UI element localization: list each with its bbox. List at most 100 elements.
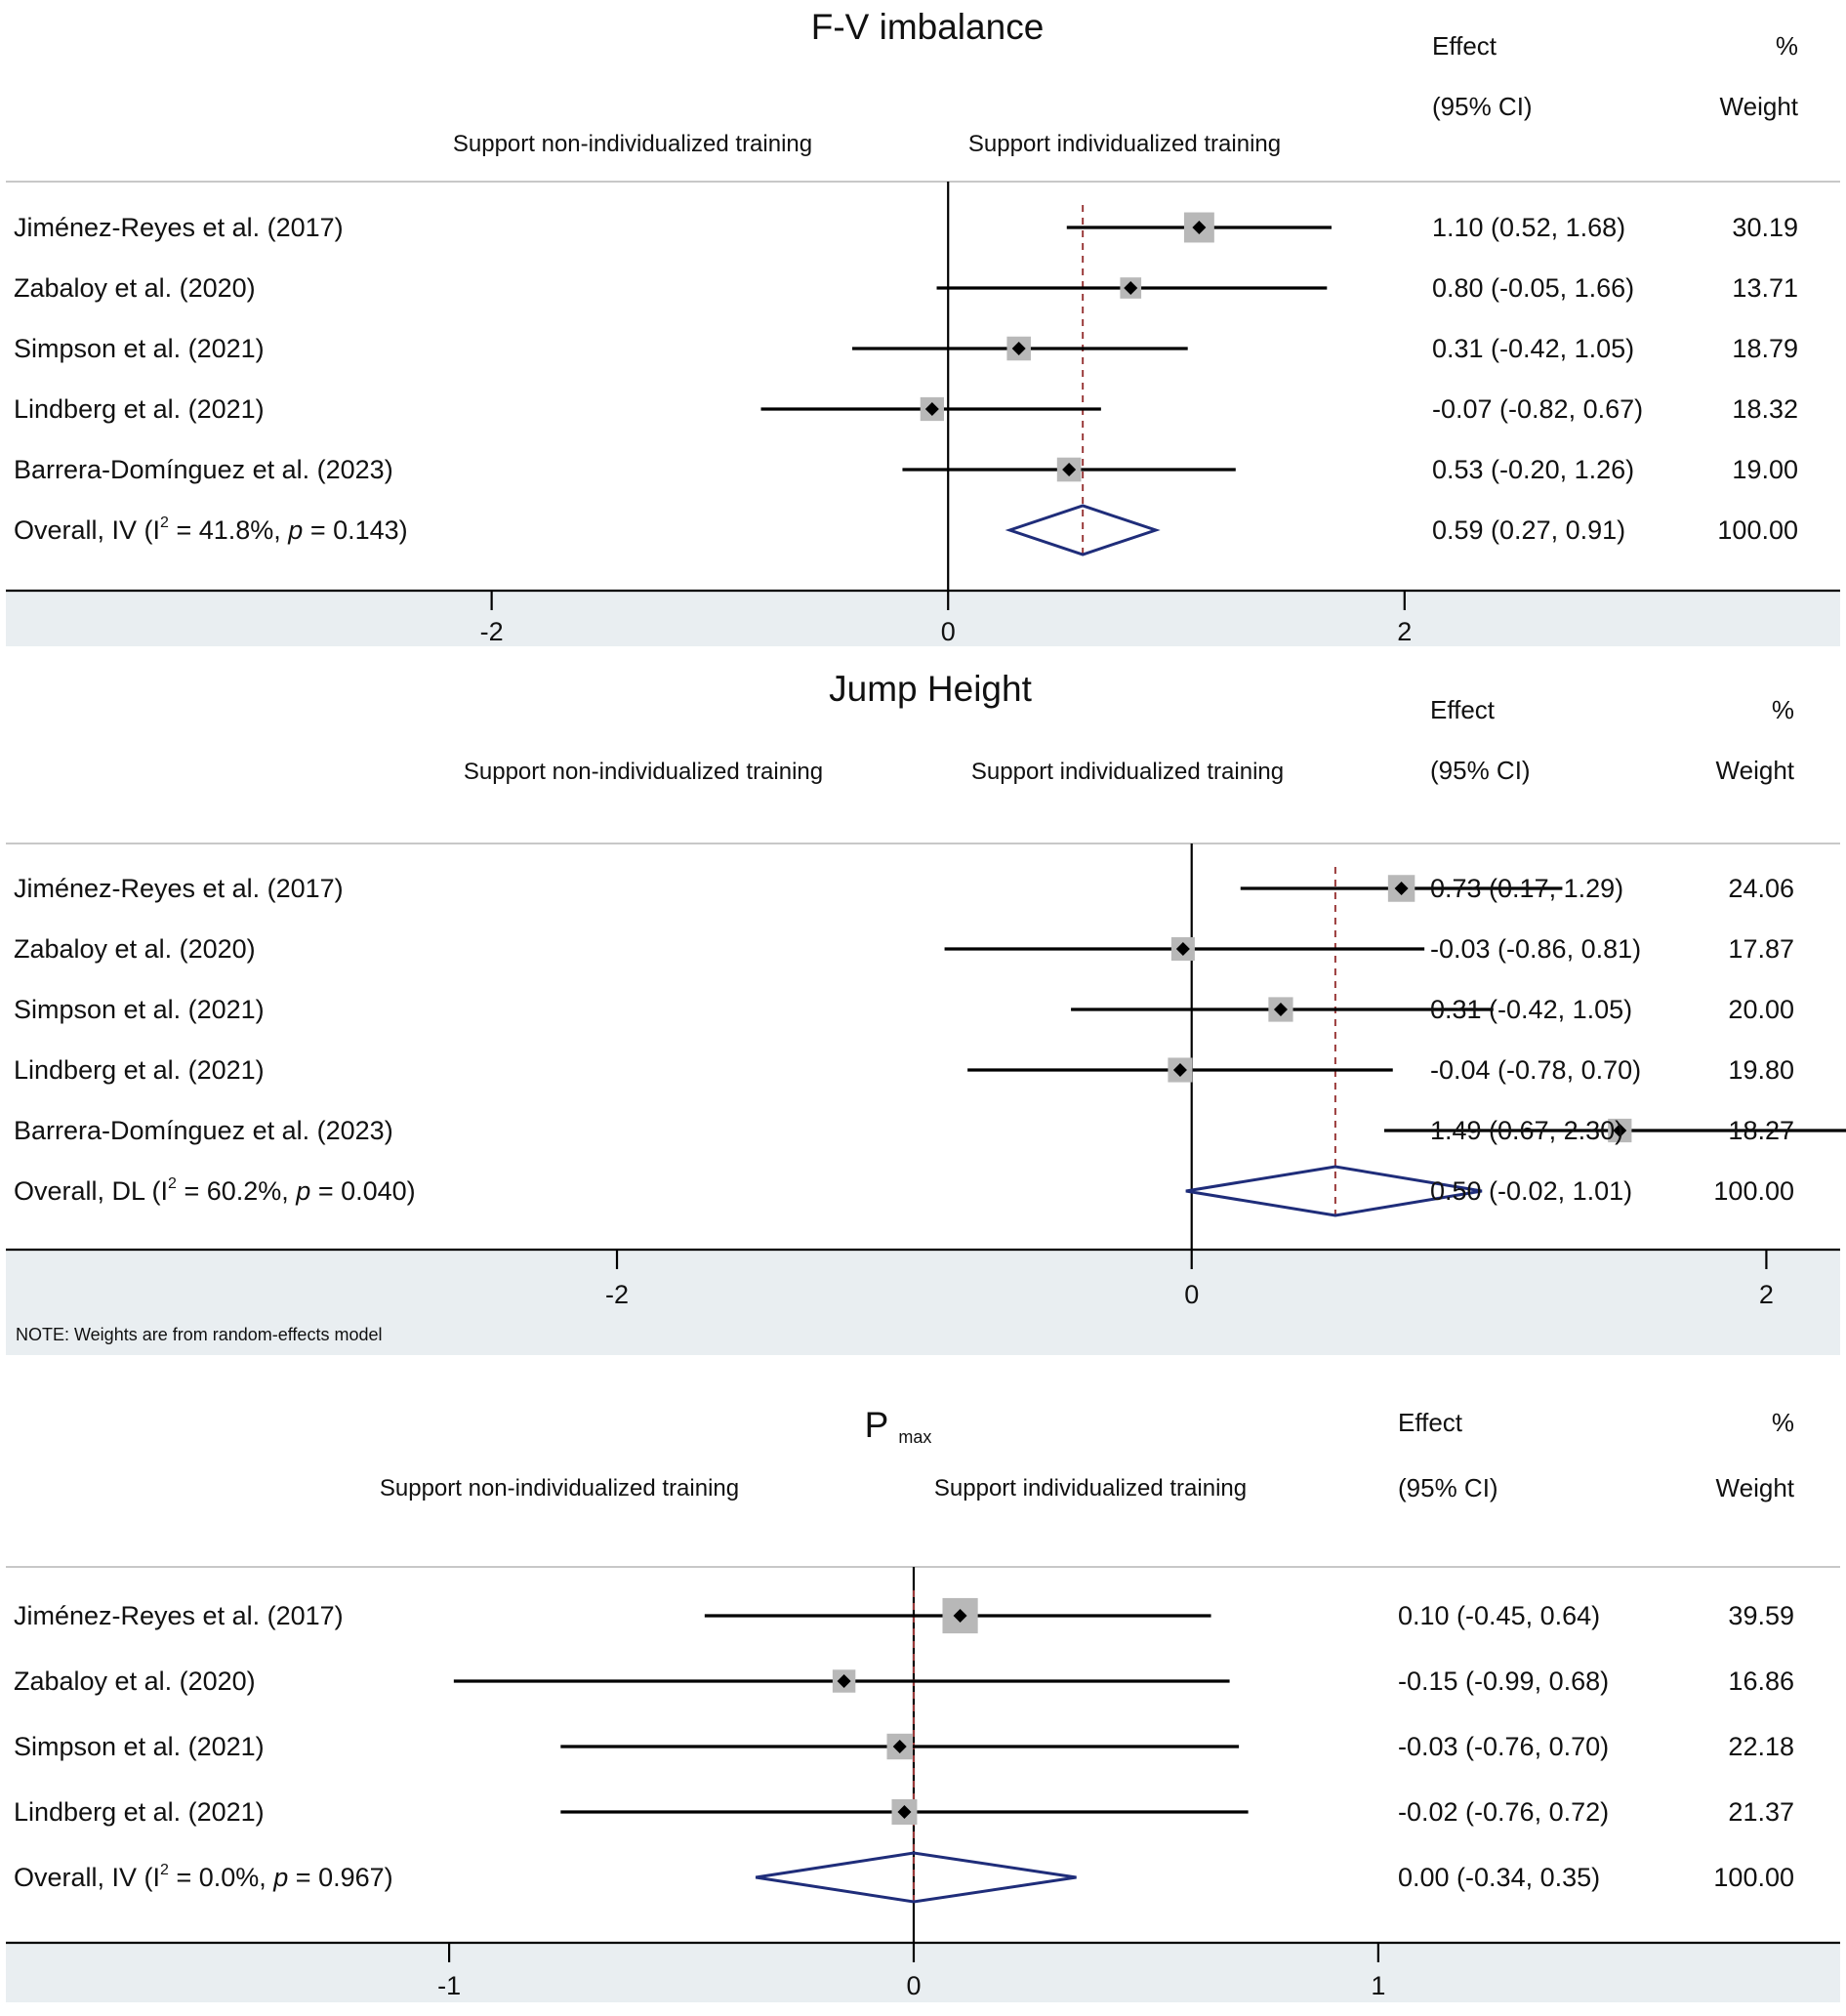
pooled-effect-diamond [755,1851,1077,1904]
study-row: Lindberg et al. (2021) -0.07 (-0.82, 0.67… [14,394,1798,424]
panel-title-subscript: max [898,1427,931,1447]
point-estimate [1192,221,1207,234]
x-axis-tick-label: 2 [1759,1280,1774,1309]
effect-ci-value: -0.07 (-0.82, 0.67) [1432,394,1643,424]
study-row: Jiménez-Reyes et al. (2017) 0.10 (-0.45, … [14,1597,1794,1634]
effect-ci-value: 0.53 (-0.20, 1.26) [1432,455,1634,484]
direction-label-right: Support individualized training [934,1475,1247,1502]
weight-value: 16.86 [1728,1666,1794,1696]
x-axis-tick-label: 2 [1397,617,1412,646]
effect-ci-value: -0.15 (-0.99, 0.68) [1398,1666,1609,1696]
study-row: Zabaloy et al. (2020) 0.80 (-0.05, 1.66) 1… [14,273,1798,303]
overall-weight-value: 100.00 [1713,1863,1794,1892]
axis-band [6,1943,1840,2002]
weight-column-header: % [1776,31,1798,61]
study-label: Jiménez-Reyes et al. (2017) [14,874,344,903]
effect-ci-value: -0.04 (-0.78, 0.70) [1430,1055,1641,1085]
effect-column-header: Effect [1430,695,1496,724]
overall-label-prefix: Overall, IV (I [14,515,160,545]
study-row: Barrera-Domínguez et al. (2023) 1.49 (0.6… [14,1116,1846,1145]
overall-p-value: = 0.967) [288,1863,392,1892]
study-row: Simpson et al. (2021) 0.31 (-0.42, 1.05) 2… [14,995,1794,1024]
x-axis-tick-label: -1 [437,1971,461,2000]
overall-row: Overall, IV (I2 = 0.0%, p = 0.967) 0.00 (… [14,1851,1794,1904]
weight-value: 22.18 [1728,1732,1794,1761]
effect-column-header: Effect [1432,31,1497,61]
panel-title-main: F-V imbalance [811,7,1045,47]
effect-ci-value: -0.03 (-0.86, 0.81) [1430,934,1641,964]
weight-value: 39.59 [1728,1601,1794,1630]
effect-ci-value: 0.31 (-0.42, 1.05) [1430,995,1632,1024]
point-estimate [1613,1124,1627,1137]
effect-column-subheader: (95% CI) [1430,756,1531,785]
x-axis-tick-label: 0 [1184,1280,1199,1309]
weight-column-header: % [1772,1408,1794,1437]
overall-p-symbol: p [295,1176,310,1206]
weight-column-subheader: Weight [1720,92,1799,121]
study-row: Lindberg et al. (2021) -0.02 (-0.76, 0.72… [14,1797,1794,1827]
overall-p-symbol: p [272,1863,288,1892]
study-row: Simpson et al. (2021) -0.03 (-0.76, 0.70)… [14,1732,1794,1761]
direction-label-right: Support individualized training [971,759,1284,785]
study-label: Simpson et al. (2021) [14,334,265,363]
effect-column-subheader: (95% CI) [1398,1473,1498,1502]
study-label: Zabaloy et al. (2020) [14,273,256,303]
overall-weight-value: 100.00 [1717,515,1798,545]
overall-p-symbol: p [287,515,303,545]
effect-column-header: Effect [1398,1408,1463,1437]
study-label: Barrera-Domínguez et al. (2023) [14,455,393,484]
x-axis-tick-label: 0 [906,1971,921,2000]
point-estimate [953,1609,967,1623]
study-row: Jiménez-Reyes et al. (2017) 0.73 (0.17, 1… [14,874,1794,903]
pooled-effect-diamond [1185,1165,1483,1217]
overall-row: Overall, DL (I2 = 60.2%, p = 0.040) 0.50 … [14,1165,1794,1217]
x-axis-tick-label: -2 [605,1280,629,1309]
x-axis-tick-label: 0 [941,617,956,646]
overall-label: Overall, IV (I2 = 41.8%, p = 0.143) [14,514,408,545]
effect-ci-value: 0.10 (-0.45, 0.64) [1398,1601,1600,1630]
study-label: Simpson et al. (2021) [14,1732,265,1761]
overall-i2-value: = 0.0%, [169,1863,273,1892]
point-estimate [1394,882,1409,895]
study-row: Lindberg et al. (2021) -0.04 (-0.78, 0.70… [14,1055,1794,1085]
forest-panel-2: Jump Height Support non-individualized tr… [6,669,1846,1355]
study-label: Jiménez-Reyes et al. (2017) [14,1601,344,1630]
overall-i2-value: = 60.2%, [177,1176,296,1206]
effect-column-subheader: (95% CI) [1432,92,1533,121]
weight-value: 19.00 [1732,455,1798,484]
overall-effect-ci-value: 0.00 (-0.34, 0.35) [1398,1863,1600,1892]
effect-ci-value: 0.73 (0.17, 1.29) [1430,874,1623,903]
weight-value: 20.00 [1728,995,1794,1024]
forest-panel-1: F-V imbalance Support non-individualized … [6,7,1840,646]
direction-label-left: Support non-individualized training [453,131,812,157]
weight-column-header: % [1772,695,1794,724]
direction-label-right: Support individualized training [968,131,1281,157]
effect-ci-value: 0.31 (-0.42, 1.05) [1432,334,1634,363]
overall-row: Overall, IV (I2 = 41.8%, p = 0.143) 0.59 … [14,504,1798,556]
study-label: Lindberg et al. (2021) [14,1797,265,1827]
axis-band [6,591,1840,646]
weight-value: 19.80 [1728,1055,1794,1085]
study-label: Lindberg et al. (2021) [14,1055,265,1085]
weight-value: 18.79 [1732,334,1798,363]
pooled-effect-diamond [1005,504,1161,556]
point-estimate [1175,942,1190,956]
overall-label: Overall, DL (I2 = 60.2%, p = 0.040) [14,1175,416,1206]
study-label: Jiménez-Reyes et al. (2017) [14,213,344,242]
overall-effect-ci-value: 0.59 (0.27, 0.91) [1432,515,1625,545]
overall-label: Overall, IV (I2 = 0.0%, p = 0.967) [14,1862,393,1892]
study-row: Zabaloy et al. (2020) -0.15 (-0.99, 0.68)… [14,1666,1794,1696]
direction-label-left: Support non-individualized training [464,759,823,785]
panel-title-main: Jump Height [829,669,1032,709]
axis-band [6,1250,1840,1355]
study-row: Simpson et al. (2021) 0.31 (-0.42, 1.05) 1… [14,334,1798,363]
study-row: Jiménez-Reyes et al. (2017) 1.10 (0.52, 1… [14,212,1798,243]
study-row: Zabaloy et al. (2020) -0.03 (-0.86, 0.81)… [14,934,1794,964]
point-estimate [1273,1003,1288,1016]
study-label: Barrera-Domínguez et al. (2023) [14,1116,393,1145]
effect-ci-value: 0.80 (-0.05, 1.66) [1432,273,1634,303]
x-axis-tick-label: 1 [1371,1971,1385,2000]
weight-value: 13.71 [1732,273,1798,303]
